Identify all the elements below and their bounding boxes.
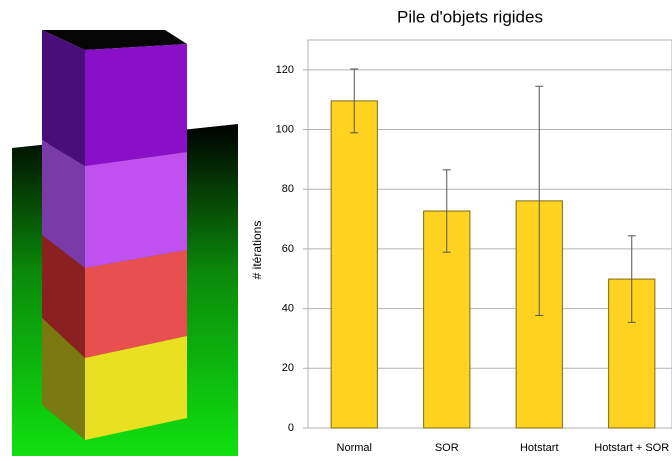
- error-bar: [442, 169, 451, 253]
- error-bar: [535, 85, 544, 316]
- error-bar: [350, 68, 359, 134]
- cube-red-side: [42, 235, 85, 358]
- error-bar: [627, 235, 636, 323]
- chart-title: Pile d'objets rigides: [397, 7, 543, 26]
- y-tick-label: 0: [288, 422, 294, 434]
- y-tick-label: 80: [282, 183, 294, 195]
- y-tick-label: 40: [282, 303, 294, 315]
- cube-magenta-front: [85, 152, 187, 268]
- cube-yellow-side: [42, 318, 85, 440]
- x-tick-label: Hotstart + SOR: [594, 442, 669, 454]
- cube-top: [42, 30, 187, 50]
- y-tick-label: 60: [282, 243, 294, 255]
- bar: [330, 100, 378, 429]
- y-tick-label: 100: [276, 123, 294, 135]
- cube-yellow-front: [85, 336, 187, 440]
- y-tick-label: 120: [276, 64, 294, 76]
- cube-magenta-side: [42, 140, 85, 268]
- cube-red-front: [85, 250, 187, 358]
- x-tick-label: SOR: [435, 442, 459, 454]
- rendering: [12, 30, 238, 456]
- plot: 0 20 40 60 80 100 120 Normal SOR Hotstart Hotstart…: [276, 39, 672, 454]
- cube-purple-front: [85, 44, 187, 166]
- y-tick-label: 20: [282, 362, 294, 374]
- cube-purple-side: [42, 30, 85, 166]
- x-tick-label: Hotstart: [520, 442, 559, 454]
- x-tick-label: Normal: [337, 442, 372, 454]
- y-axis-label: # itérations: [250, 221, 264, 280]
